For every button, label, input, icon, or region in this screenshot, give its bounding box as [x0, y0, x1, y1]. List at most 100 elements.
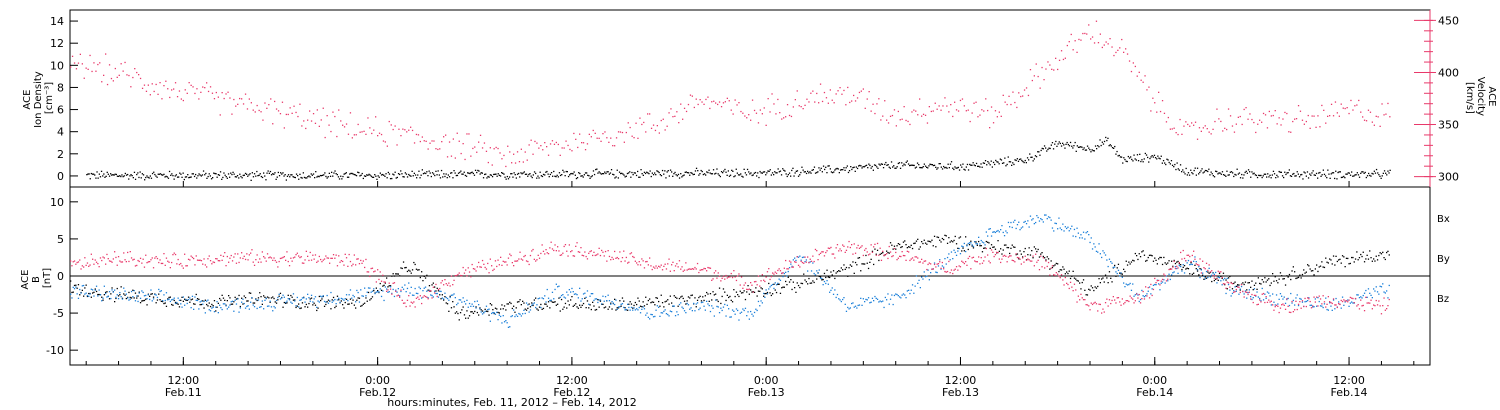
- by-point: [531, 304, 533, 306]
- bx-point: [92, 292, 94, 294]
- density-point: [811, 169, 813, 171]
- density-point: [222, 176, 224, 179]
- density-point: [1069, 141, 1072, 144]
- bz-point: [775, 272, 778, 274]
- velocity-point: [553, 143, 556, 145]
- bx-point: [405, 266, 407, 269]
- velocity-point: [491, 164, 493, 166]
- velocity-point: [674, 115, 676, 117]
- by-point: [187, 299, 190, 301]
- density-point: [1065, 143, 1067, 145]
- by-point: [299, 299, 301, 301]
- density-point: [697, 170, 699, 172]
- density-point: [700, 169, 702, 172]
- bx-point: [1019, 250, 1021, 252]
- velocity-point: [818, 102, 820, 104]
- density-point: [1109, 144, 1111, 146]
- by-point: [1235, 290, 1237, 292]
- bx-point: [1304, 272, 1306, 274]
- bx-point: [1101, 278, 1103, 280]
- density-point: [698, 174, 700, 176]
- density-point: [323, 174, 325, 176]
- bz-point: [237, 253, 239, 255]
- bx-point: [832, 270, 835, 272]
- density-point: [1047, 148, 1049, 151]
- bx-point: [751, 291, 753, 293]
- density-point: [404, 172, 406, 174]
- by-point: [180, 303, 182, 305]
- bz-point: [786, 268, 788, 270]
- bx-point: [842, 269, 844, 271]
- bz-point: [858, 247, 861, 249]
- bz-point: [812, 255, 814, 257]
- velocity-point: [641, 123, 643, 126]
- bx-point: [222, 297, 225, 299]
- by-point: [1174, 266, 1177, 268]
- bz-point: [928, 262, 930, 264]
- bx-point: [428, 285, 431, 287]
- density-point: [725, 171, 727, 173]
- density-point: [312, 173, 315, 175]
- bz-point: [1329, 301, 1331, 303]
- density-point: [280, 172, 282, 174]
- by-point: [128, 299, 130, 301]
- by-point: [1086, 231, 1089, 233]
- bx-point: [1322, 266, 1324, 268]
- velocity-point: [1282, 118, 1284, 120]
- density-point: [275, 178, 277, 180]
- by-point: [437, 296, 440, 298]
- density-point: [192, 173, 194, 175]
- by-point: [507, 326, 510, 328]
- density-point: [399, 173, 401, 176]
- bx-point: [408, 269, 410, 271]
- bx-point: [1386, 251, 1388, 254]
- bx-point: [446, 303, 449, 305]
- bz-point: [937, 263, 940, 265]
- bz-point: [1319, 298, 1322, 300]
- bx-point: [1278, 278, 1280, 280]
- by-point: [1366, 296, 1368, 298]
- bz-point: [471, 263, 473, 266]
- by-point: [564, 297, 567, 299]
- bz-point: [933, 263, 936, 266]
- velocity-point: [649, 113, 651, 115]
- bx-point: [952, 241, 954, 243]
- bz-point: [853, 243, 855, 245]
- bx-point: [142, 300, 144, 302]
- by-point: [343, 299, 345, 301]
- by-point: [884, 296, 886, 299]
- bz-point: [355, 264, 357, 266]
- bx-point: [586, 300, 589, 302]
- bz-point: [419, 295, 421, 297]
- density-point: [854, 170, 856, 172]
- bx-point: [253, 302, 256, 304]
- bx-point: [537, 309, 539, 311]
- bx-point: [457, 312, 459, 315]
- density-point: [1190, 169, 1192, 171]
- velocity-point: [913, 109, 915, 111]
- density-point: [1345, 173, 1347, 175]
- density-point: [1144, 152, 1146, 155]
- by-point: [95, 285, 98, 287]
- density-point: [1261, 176, 1263, 179]
- by-point: [967, 242, 969, 245]
- by-point: [101, 300, 103, 302]
- velocity-point: [1235, 123, 1237, 125]
- density-point: [1370, 175, 1372, 177]
- velocity-point: [1274, 110, 1276, 112]
- by-point: [274, 307, 276, 309]
- density-point: [1362, 171, 1364, 173]
- bx-point: [910, 244, 912, 246]
- bx-point: [1005, 244, 1007, 246]
- bz-point: [904, 255, 906, 257]
- bx-point: [594, 309, 596, 311]
- by-point: [349, 289, 352, 291]
- bx-point: [1268, 278, 1270, 280]
- bx-point: [922, 242, 924, 245]
- bz-point: [496, 265, 498, 268]
- bx-point: [150, 293, 152, 295]
- by-point: [836, 293, 839, 296]
- density-point: [774, 171, 776, 173]
- bz-point: [1079, 299, 1081, 301]
- bz-point: [339, 261, 341, 263]
